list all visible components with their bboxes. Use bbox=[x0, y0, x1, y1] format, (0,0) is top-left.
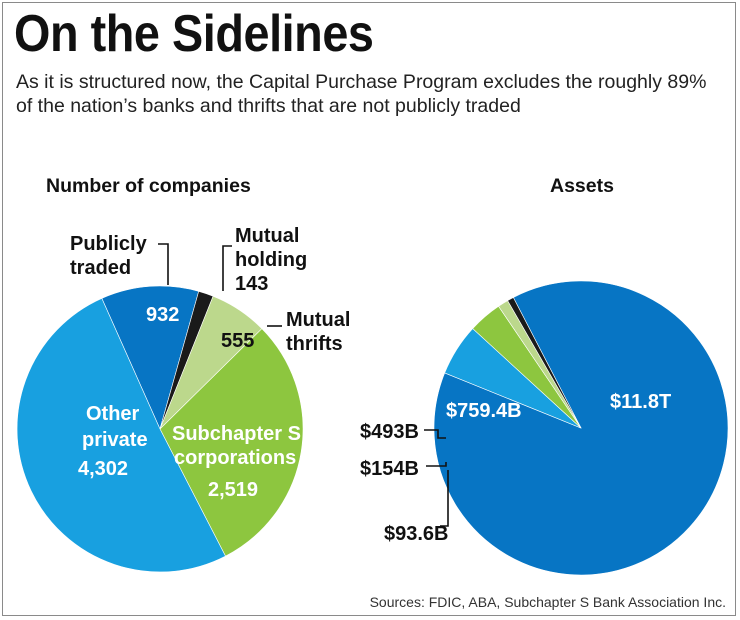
companies-slice-4 bbox=[16, 297, 226, 573]
assets-fourth-value: $154B bbox=[360, 458, 419, 480]
companies-publicly-traded-label: Publicly bbox=[70, 233, 148, 255]
companies-mutual-holding-label: Mutual bbox=[235, 225, 299, 247]
companies-mutual-holding-leader bbox=[222, 245, 232, 291]
assets-third-value: $493B bbox=[360, 421, 419, 443]
companies-publicly-traded-label-2: traded bbox=[70, 257, 131, 279]
companies-subchapter-s-label: Subchapter S bbox=[172, 423, 301, 445]
assets-fifth-value: $93.6B bbox=[384, 523, 449, 545]
companies-publicly-traded-value: 932 bbox=[146, 304, 179, 326]
companies-pie: Publiclytraded932Mutualholding143555Mutu… bbox=[16, 225, 350, 573]
assets-third-leader bbox=[424, 429, 446, 439]
source-note: Sources: FDIC, ABA, Subchapter S Bank As… bbox=[369, 594, 726, 610]
assets-slice-4 bbox=[507, 297, 582, 429]
companies-mutual-thrifts-label: Mutual bbox=[286, 309, 350, 331]
companies-mutual-thrifts-label-2: thrifts bbox=[286, 333, 343, 355]
companies-subchapter-s-value: 2,519 bbox=[208, 479, 258, 501]
assets-second-value: $759.4B bbox=[446, 400, 522, 422]
companies-slice-3 bbox=[159, 328, 304, 557]
companies-mutual-holding-label-2: holding bbox=[235, 249, 307, 271]
assets-fourth-leader bbox=[426, 462, 447, 467]
assets-chart-title: Assets bbox=[550, 175, 614, 197]
assets-pie: $11.8T $759.4B $493B $154B $93.6B bbox=[360, 280, 729, 576]
companies-other-private-label: Other bbox=[86, 403, 140, 425]
assets-main-value: $11.8T bbox=[610, 391, 671, 413]
companies-chart-title: Number of companies bbox=[46, 175, 251, 197]
companies-subchapter-s-label-2: corporations bbox=[174, 447, 296, 469]
companies-mutual-thrifts-value: 555 bbox=[221, 330, 254, 352]
companies-mutual-holding-value: 143 bbox=[235, 273, 268, 295]
companies-publicly-traded-leader bbox=[158, 243, 169, 285]
graphic-title: On the Sidelines bbox=[14, 5, 374, 63]
companies-other-private-value: 4,302 bbox=[78, 458, 128, 480]
companies-slice-0 bbox=[101, 285, 200, 430]
companies-other-private-label-2: private bbox=[82, 429, 148, 451]
graphic-subtitle: As it is structured now, the Capital Pur… bbox=[16, 71, 707, 117]
assets-fifth-leader bbox=[440, 470, 449, 527]
